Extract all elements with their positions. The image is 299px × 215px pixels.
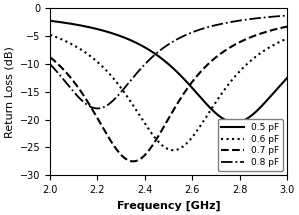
0.5 pF [139, 44, 143, 46]
0.7 pF [286, 25, 289, 28]
0.8 pF [286, 14, 289, 17]
0.6 pF [150, 132, 153, 134]
Line: 0.6 pF: 0.6 pF [50, 35, 287, 150]
0.7 pF [131, 160, 135, 163]
0.5 pF [150, 50, 153, 52]
0.6 pF [75, 46, 79, 49]
0.5 pF [75, 23, 79, 26]
Line: 0.5 pF: 0.5 pF [50, 21, 287, 122]
0.6 pF [89, 55, 93, 58]
0.7 pF [139, 157, 143, 160]
0.5 pF [281, 81, 284, 84]
X-axis label: Frequency [GHz]: Frequency [GHz] [117, 201, 220, 211]
0.8 pF [96, 107, 99, 110]
0.8 pF [48, 63, 52, 66]
0.7 pF [281, 26, 284, 29]
0.6 pF [255, 54, 259, 57]
0.8 pF [89, 106, 93, 108]
0.7 pF [48, 56, 52, 58]
0.5 pF [48, 20, 52, 22]
0.6 pF [48, 34, 52, 36]
0.6 pF [281, 39, 284, 42]
0.6 pF [172, 149, 175, 152]
Line: 0.8 pF: 0.8 pF [50, 15, 287, 108]
0.8 pF [139, 67, 143, 70]
0.8 pF [150, 57, 153, 59]
0.7 pF [150, 146, 153, 148]
0.7 pF [255, 34, 259, 36]
0.8 pF [255, 17, 259, 20]
0.6 pF [286, 37, 289, 40]
0.5 pF [286, 77, 289, 79]
0.7 pF [89, 106, 93, 109]
0.8 pF [75, 94, 79, 97]
0.5 pF [89, 26, 93, 29]
0.5 pF [233, 121, 237, 124]
Y-axis label: Return Loss (dB): Return Loss (dB) [4, 46, 14, 138]
Legend: 0.5 pF, 0.6 pF, 0.7 pF, 0.8 pF: 0.5 pF, 0.6 pF, 0.7 pF, 0.8 pF [218, 119, 283, 171]
0.5 pF [255, 109, 259, 112]
0.6 pF [139, 116, 143, 119]
0.7 pF [75, 85, 79, 87]
0.8 pF [281, 15, 284, 17]
Line: 0.7 pF: 0.7 pF [50, 26, 287, 161]
